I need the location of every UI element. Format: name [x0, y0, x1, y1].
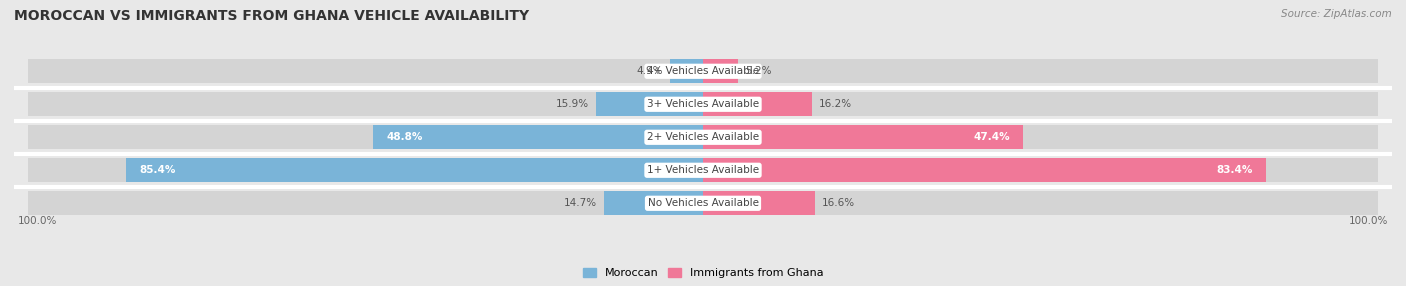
Text: 16.2%: 16.2% [820, 99, 852, 109]
Bar [703, 125, 1024, 149]
Bar [28, 59, 1378, 83]
Bar [28, 191, 1378, 215]
Bar [669, 59, 703, 83]
Text: 4+ Vehicles Available: 4+ Vehicles Available [647, 66, 759, 76]
Bar [28, 158, 1378, 182]
Text: 15.9%: 15.9% [555, 99, 589, 109]
Text: 85.4%: 85.4% [139, 165, 176, 175]
Text: 100.0%: 100.0% [17, 217, 56, 227]
Text: 14.7%: 14.7% [564, 198, 598, 208]
Text: 16.6%: 16.6% [823, 198, 855, 208]
Bar [703, 158, 1267, 182]
Bar [703, 92, 813, 116]
Bar [374, 125, 703, 149]
Bar [703, 59, 738, 83]
Legend: Moroccan, Immigrants from Ghana: Moroccan, Immigrants from Ghana [578, 263, 828, 283]
Bar [28, 125, 1378, 149]
Text: MOROCCAN VS IMMIGRANTS FROM GHANA VEHICLE AVAILABILITY: MOROCCAN VS IMMIGRANTS FROM GHANA VEHICL… [14, 9, 529, 23]
Text: 3+ Vehicles Available: 3+ Vehicles Available [647, 99, 759, 109]
Text: 83.4%: 83.4% [1216, 165, 1253, 175]
Text: 1+ Vehicles Available: 1+ Vehicles Available [647, 165, 759, 175]
Text: 47.4%: 47.4% [973, 132, 1010, 142]
Text: No Vehicles Available: No Vehicles Available [648, 198, 758, 208]
Bar [596, 92, 703, 116]
Text: 5.2%: 5.2% [745, 66, 772, 76]
Text: 100.0%: 100.0% [1350, 217, 1389, 227]
Text: 2+ Vehicles Available: 2+ Vehicles Available [647, 132, 759, 142]
Bar [28, 92, 1378, 116]
Bar [603, 191, 703, 215]
Text: 48.8%: 48.8% [387, 132, 423, 142]
Bar [703, 191, 815, 215]
Bar [127, 158, 703, 182]
Text: Source: ZipAtlas.com: Source: ZipAtlas.com [1281, 9, 1392, 19]
Text: 4.9%: 4.9% [637, 66, 664, 76]
